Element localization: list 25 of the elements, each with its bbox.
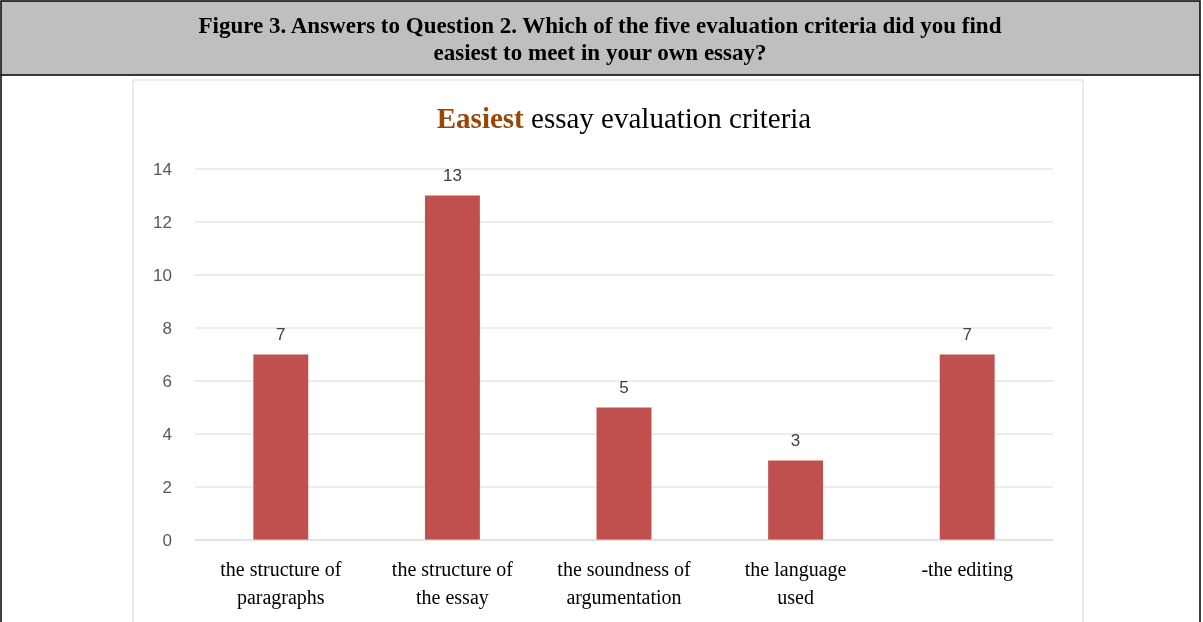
bar: [596, 407, 652, 540]
y-tick-label: 12: [153, 212, 172, 232]
y-tick-label: 14: [153, 159, 172, 179]
bar: [939, 354, 995, 540]
x-tick-label: the structure of paragraphs: [220, 558, 342, 609]
caption: Figure 3. Answers to Question 2. Which of the five evaluation criteria did you find easiest to meet in your own essay?: [198, 13, 1002, 65]
y-tick-label: 4: [162, 424, 172, 444]
y-tick-label: 2: [162, 477, 172, 497]
data-label: 13: [442, 165, 462, 185]
chart-title: Easiest essay evaluation criteria: [436, 102, 812, 134]
data-label: 7: [276, 324, 286, 344]
x-tick-label: -the editing: [921, 558, 1014, 581]
data-label: 5: [619, 377, 629, 397]
y-tick-label: 10: [153, 265, 172, 285]
data-label: 3: [790, 430, 801, 450]
y-tick-label: 0: [162, 530, 172, 550]
bar: [768, 460, 824, 540]
y-tick-label: 6: [162, 371, 172, 391]
bar: [253, 354, 309, 540]
x-tick-label: the language used: [744, 558, 847, 608]
y-tick-label: 8: [162, 318, 172, 338]
x-tick-label: the structure of the essay: [391, 558, 514, 609]
data-label: 7: [962, 324, 972, 344]
bar: [424, 195, 480, 540]
x-tick-label: the soundness of argumentation: [557, 558, 691, 609]
